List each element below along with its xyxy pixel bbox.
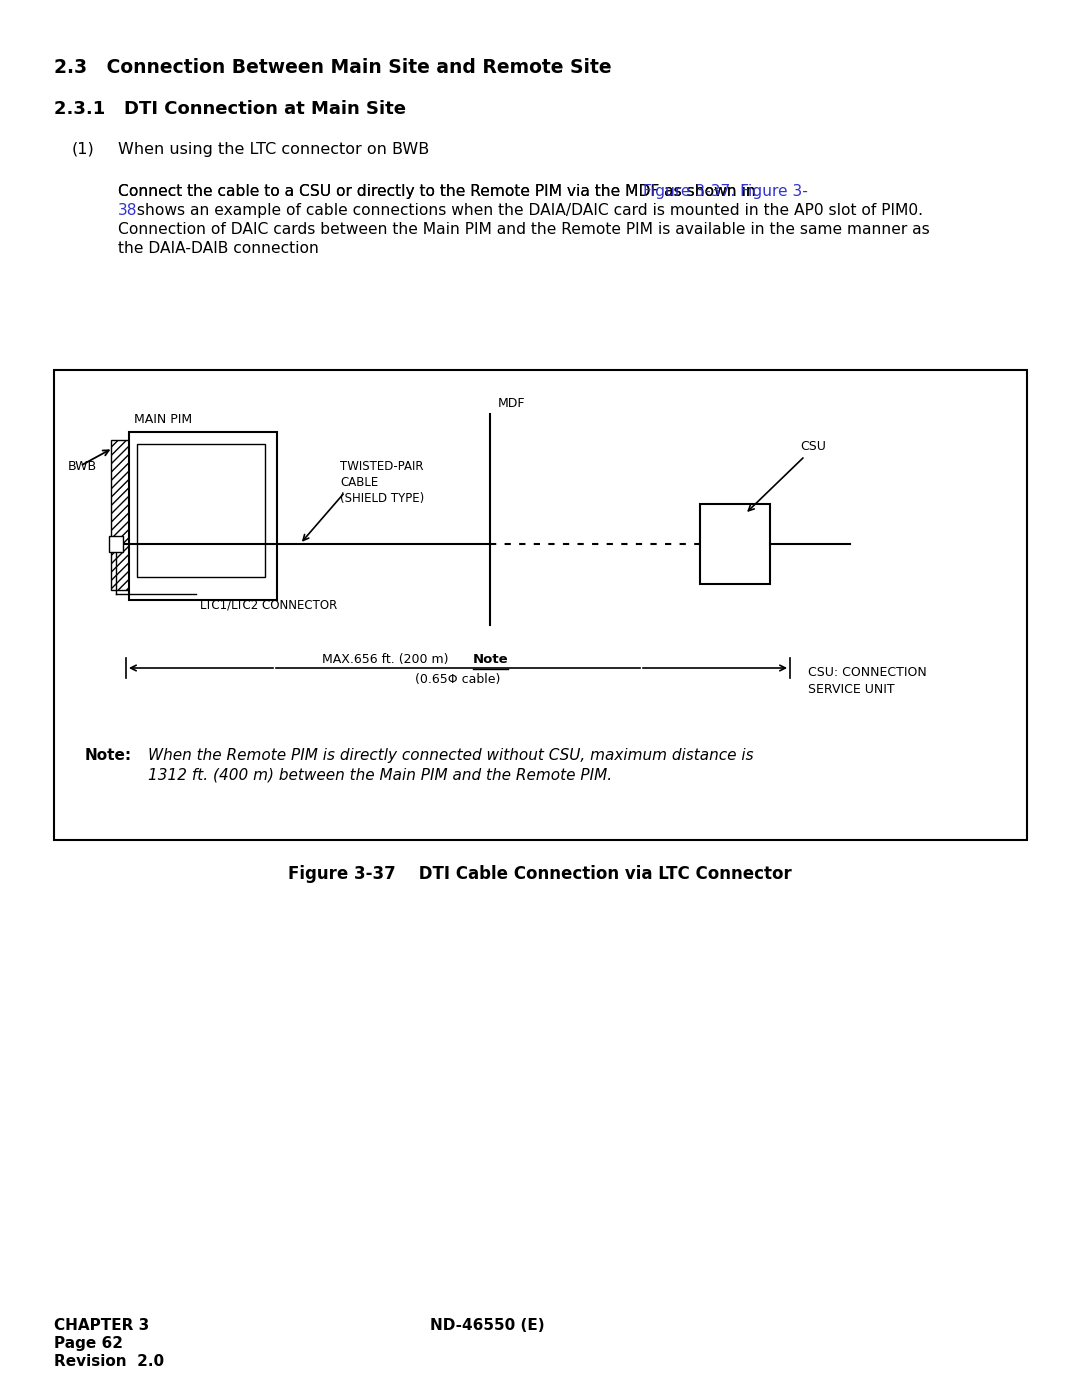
Text: (1): (1)	[72, 142, 95, 156]
Text: BWB: BWB	[68, 460, 97, 474]
Text: When the Remote PIM is directly connected without CSU, maximum distance is: When the Remote PIM is directly connecte…	[148, 747, 754, 763]
Text: When using the LTC connector on BWB: When using the LTC connector on BWB	[118, 142, 429, 156]
Bar	[137, 444, 265, 577]
Text: CSU: CONNECTION
SERVICE UNIT: CSU: CONNECTION SERVICE UNIT	[808, 666, 927, 696]
Bar	[109, 536, 123, 552]
Bar	[111, 440, 129, 590]
Bar	[700, 504, 770, 584]
Text: 1312 ft. (400 m) between the Main PIM and the Remote PIM.: 1312 ft. (400 m) between the Main PIM an…	[148, 768, 612, 782]
Text: CSU: CSU	[800, 440, 826, 453]
Text: Note: Note	[473, 652, 509, 666]
Text: ND-46550 (E): ND-46550 (E)	[430, 1317, 544, 1333]
Text: TWISTED-PAIR
CABLE
(SHIELD TYPE): TWISTED-PAIR CABLE (SHIELD TYPE)	[340, 460, 424, 504]
Text: CHAPTER 3: CHAPTER 3	[54, 1317, 149, 1333]
Text: Connect the cable to a CSU or directly to the Remote PIM via the MDF as shown in: Connect the cable to a CSU or directly t…	[118, 184, 760, 198]
Text: 2.3.1   DTI Connection at Main Site: 2.3.1 DTI Connection at Main Site	[54, 101, 406, 117]
Text: LTC1/LTC2 CONNECTOR: LTC1/LTC2 CONNECTOR	[200, 598, 337, 610]
Text: Revision  2.0: Revision 2.0	[54, 1354, 164, 1369]
Text: Figure 3-37    DTI Cable Connection via LTC Connector: Figure 3-37 DTI Cable Connection via LTC…	[288, 865, 792, 883]
Text: shows an example of cable connections when the DAIA/DAIC card is mounted in the : shows an example of cable connections wh…	[132, 203, 923, 218]
Text: 38: 38	[118, 203, 137, 218]
Text: MAIN PIM: MAIN PIM	[134, 414, 192, 426]
Text: Connection of DAIC cards between the Main PIM and the Remote PIM is available in: Connection of DAIC cards between the Mai…	[118, 222, 930, 237]
Text: the DAIA-DAIB connection: the DAIA-DAIB connection	[118, 242, 319, 256]
Text: DAIA/
DAIC: DAIA/ DAIC	[145, 458, 181, 488]
Text: Note:: Note:	[85, 747, 132, 763]
Text: Page 62: Page 62	[54, 1336, 123, 1351]
Text: Connect the cable to a CSU or directly to the Remote PIM via the MDF as shown in: Connect the cable to a CSU or directly t…	[118, 184, 926, 198]
Bar	[129, 432, 276, 599]
Text: MAX.656 ft. (200 m): MAX.656 ft. (200 m)	[322, 652, 448, 666]
Bar	[54, 370, 1027, 840]
Text: Connect the cable to a CSU or directly to the Remote PIM via the MDF as shown in: Connect the cable to a CSU or directly t…	[118, 184, 760, 198]
Text: Figure 3-37. Figure 3-: Figure 3-37. Figure 3-	[643, 184, 808, 198]
Text: MDF: MDF	[498, 397, 526, 409]
Text: 2.3   Connection Between Main Site and Remote Site: 2.3 Connection Between Main Site and Rem…	[54, 59, 611, 77]
Text: (0.65Φ cable): (0.65Φ cable)	[416, 673, 501, 686]
